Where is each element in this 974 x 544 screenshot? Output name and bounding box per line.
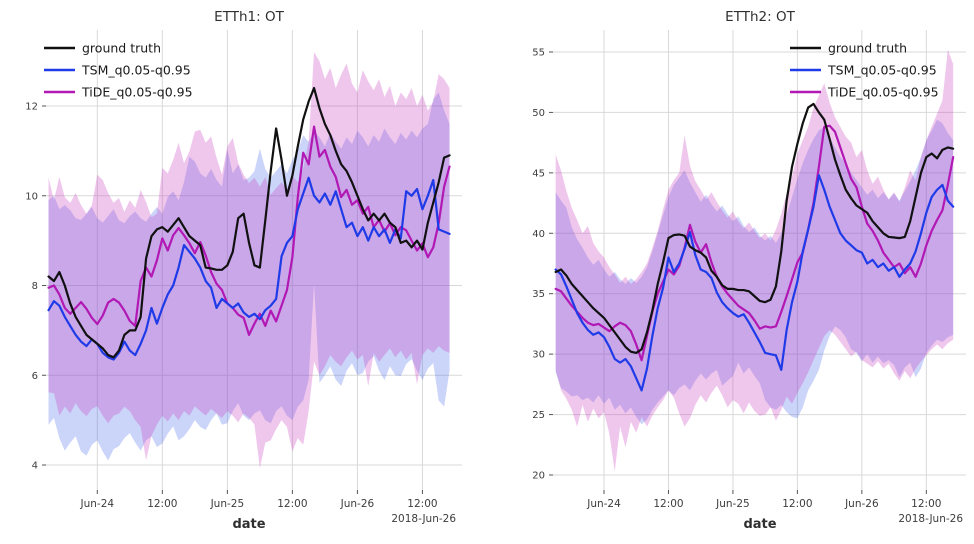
x-tick-label: 12:00: [653, 498, 683, 510]
chart-etth2: 20 25 30 35 40 45 50 55 Jun-24 12:00 Jun-25 12:00 Ju…: [487, 0, 974, 544]
line-layer: [554, 102, 955, 392]
legend-layer: ground truth TSM_q0.05-q0.95 TiDE_q0.05-q0…: [790, 41, 939, 100]
y-tick-label: 8: [32, 281, 38, 292]
chart-title: ETTh1: OT: [214, 9, 284, 25]
line-ground truth: [554, 102, 955, 355]
legend-layer: ground truth TSM_q0.05-q0.95 TiDE_q0.05-q0…: [44, 41, 193, 100]
etth2-plot: 20 25 30 35 40 45 50 55 Jun-24 12:00 Jun-25 12:00 Ju…: [532, 9, 966, 532]
y-tick-label: 35: [532, 289, 545, 300]
legend-label: ground truth: [828, 41, 907, 56]
band-TSM_q0.05-q0.95: [555, 119, 954, 425]
line-ground truth: [47, 86, 451, 359]
chart-etth1: 4 6 8 10 12 Jun-24 12:00 Jun-25 12:00 Jun-26 12:00…: [25, 9, 462, 532]
grid-layer: [553, 30, 966, 490]
y-tick-label: 4: [32, 461, 38, 472]
etth1-plot: 4 6 8 10 12 Jun-24 12:00 Jun-25 12:00 Jun-26 12:00…: [25, 9, 462, 532]
x-tick-label: Jun-24: [80, 498, 115, 510]
x-tick-label: 12:00: [911, 498, 941, 510]
x-tick-label: 12:00: [277, 498, 307, 510]
legend-label: ground truth: [82, 41, 161, 56]
y-tick-label: 10: [25, 191, 38, 202]
y-tick-label: 30: [532, 350, 545, 361]
y-tick-label: 20: [532, 471, 545, 482]
x-axis-label: date: [232, 517, 265, 532]
legend-label: TSM_q0.05-q0.95: [827, 63, 937, 78]
x-tick-label: 12:00: [147, 498, 177, 510]
legend-label: TiDE_q0.05-q0.95: [827, 85, 939, 100]
line-TSM_q0.05-q0.95: [47, 176, 451, 361]
x-axis-label: date: [743, 517, 776, 532]
chart-title: ETTh2: OT: [725, 9, 795, 25]
y-tick-label: 25: [532, 410, 545, 421]
axis-layer: 20 25 30 35 40 45 50 55 Jun-24 12:00 Jun-25 12:00 Ju…: [532, 47, 941, 510]
x-tick-label: Jun-26: [844, 498, 879, 510]
x-tick-label: 12:00: [782, 498, 812, 510]
y-tick-label: 50: [532, 108, 545, 119]
x-tick-label: Jun-26: [340, 498, 375, 510]
x-tick-label: 12:00: [407, 498, 437, 510]
line-TiDE_q0.05-q0.95: [554, 124, 955, 362]
legend-label: TSM_q0.05-q0.95: [81, 63, 191, 78]
band-TSM_q0.05-q0.95: [48, 92, 450, 461]
x-tick-label: Jun-25: [715, 498, 750, 510]
y-tick-label: 45: [532, 168, 545, 179]
line-TiDE_q0.05-q0.95: [47, 125, 451, 336]
band-layer: [555, 49, 954, 472]
band-TiDE_q0.05-q0.95: [48, 52, 450, 469]
band-layer: [48, 52, 450, 469]
y-tick-label: 12: [25, 102, 38, 113]
axis-layer: 4 6 8 10 12 Jun-24 12:00 Jun-25 12:00 Jun-26 12:00: [25, 102, 437, 511]
y-tick-label: 6: [32, 371, 38, 382]
axis-corner-date-label: 2018-Jun-26: [898, 513, 963, 525]
legend-label: TiDE_q0.05-q0.95: [81, 85, 193, 100]
line-TSM_q0.05-q0.95: [554, 174, 955, 392]
y-tick-label: 40: [532, 229, 545, 240]
band-TiDE_q0.05-q0.95: [555, 49, 954, 472]
axis-corner-date-label: 2018-Jun-26: [391, 513, 456, 525]
x-tick-label: Jun-25: [210, 498, 245, 510]
x-tick-label: Jun-24: [586, 498, 621, 510]
y-tick-label: 55: [532, 47, 545, 58]
line-layer: [47, 86, 451, 361]
